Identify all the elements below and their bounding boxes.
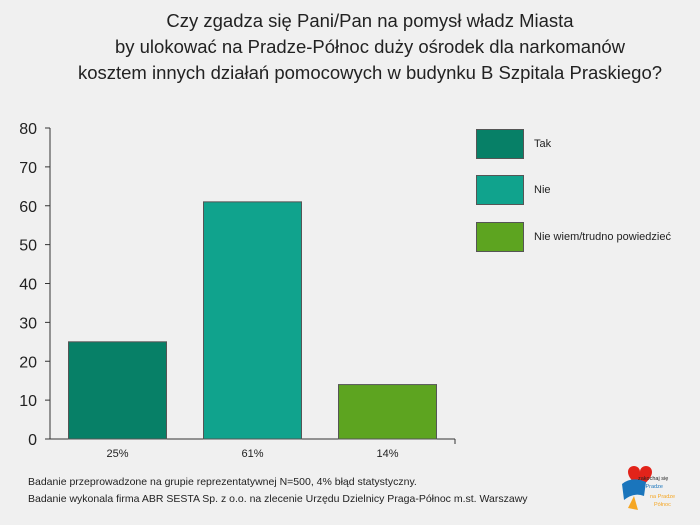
y-tick-label: 10 xyxy=(19,393,37,410)
legend-item-nie-wiem: Nie wiem/trudno powiedzieć xyxy=(476,222,671,252)
bar-value-label: 25% xyxy=(106,448,128,460)
legend-label-tak: Tak xyxy=(534,138,552,150)
chart-axes: 0 10 20 30 40 50 60 70 80 xyxy=(19,121,456,449)
logo-sun-shape xyxy=(628,496,638,510)
legend-label-nie: Nie xyxy=(534,184,551,196)
title-line-1: Czy zgadza się Pani/Pan na pomysł władz … xyxy=(166,10,574,31)
logo-text-3: na Pradze xyxy=(650,494,675,500)
chart-bars: 25% 61% 14% xyxy=(68,201,437,460)
logo-text-1: zakochaj się xyxy=(638,476,668,482)
legend-label-nie-wiem: Nie wiem/trudno powiedzieć xyxy=(534,231,671,243)
bar-1 xyxy=(68,341,167,440)
y-tick-label: 60 xyxy=(19,199,37,216)
y-tick-label: 20 xyxy=(19,354,37,371)
bar-chart: 0 10 20 30 40 50 60 70 80 25% 61% 14% xyxy=(19,121,456,460)
y-tick-label: 70 xyxy=(19,160,37,177)
footnotes: Badanie przeprowadzone na grupie repreze… xyxy=(28,474,528,508)
footnote-1: Badanie przeprowadzone na grupie repreze… xyxy=(28,476,417,488)
y-tick-label: 50 xyxy=(19,238,37,255)
title-line-2: by ulokować na Pradze-Północ duży ośrode… xyxy=(114,36,626,57)
legend-swatch-tak xyxy=(476,129,524,159)
y-tick-label: 30 xyxy=(19,315,37,332)
legend-item-nie: Nie xyxy=(476,175,551,205)
logo-text-2: w Pradze xyxy=(639,484,663,490)
district-logo: zakochaj się w Pradze na Pradze Północ xyxy=(622,466,675,510)
legend-swatch-nie-wiem xyxy=(476,222,524,252)
logo-text-4: Północ xyxy=(654,502,671,508)
logo-heart-shape xyxy=(628,466,652,490)
logo-swoosh-shape xyxy=(622,479,646,500)
chart-title: Czy zgadza się Pani/Pan na pomysł władz … xyxy=(60,8,680,86)
bar-value-label: 14% xyxy=(376,448,398,460)
title-line-3: kosztem innych działań pomocowych w budy… xyxy=(77,62,663,83)
y-tick-label: 0 xyxy=(28,432,37,449)
bar-3 xyxy=(338,384,437,440)
legend-swatch-nie xyxy=(476,175,524,205)
bar-2 xyxy=(203,201,302,440)
y-tick-label: 40 xyxy=(19,277,37,294)
bar-value-label: 61% xyxy=(241,448,263,460)
footnote-2: Badanie wykonala firma ABR SESTA Sp. z o… xyxy=(28,493,528,505)
y-tick-label: 80 xyxy=(19,121,37,138)
legend-item-tak: Tak xyxy=(476,129,551,159)
